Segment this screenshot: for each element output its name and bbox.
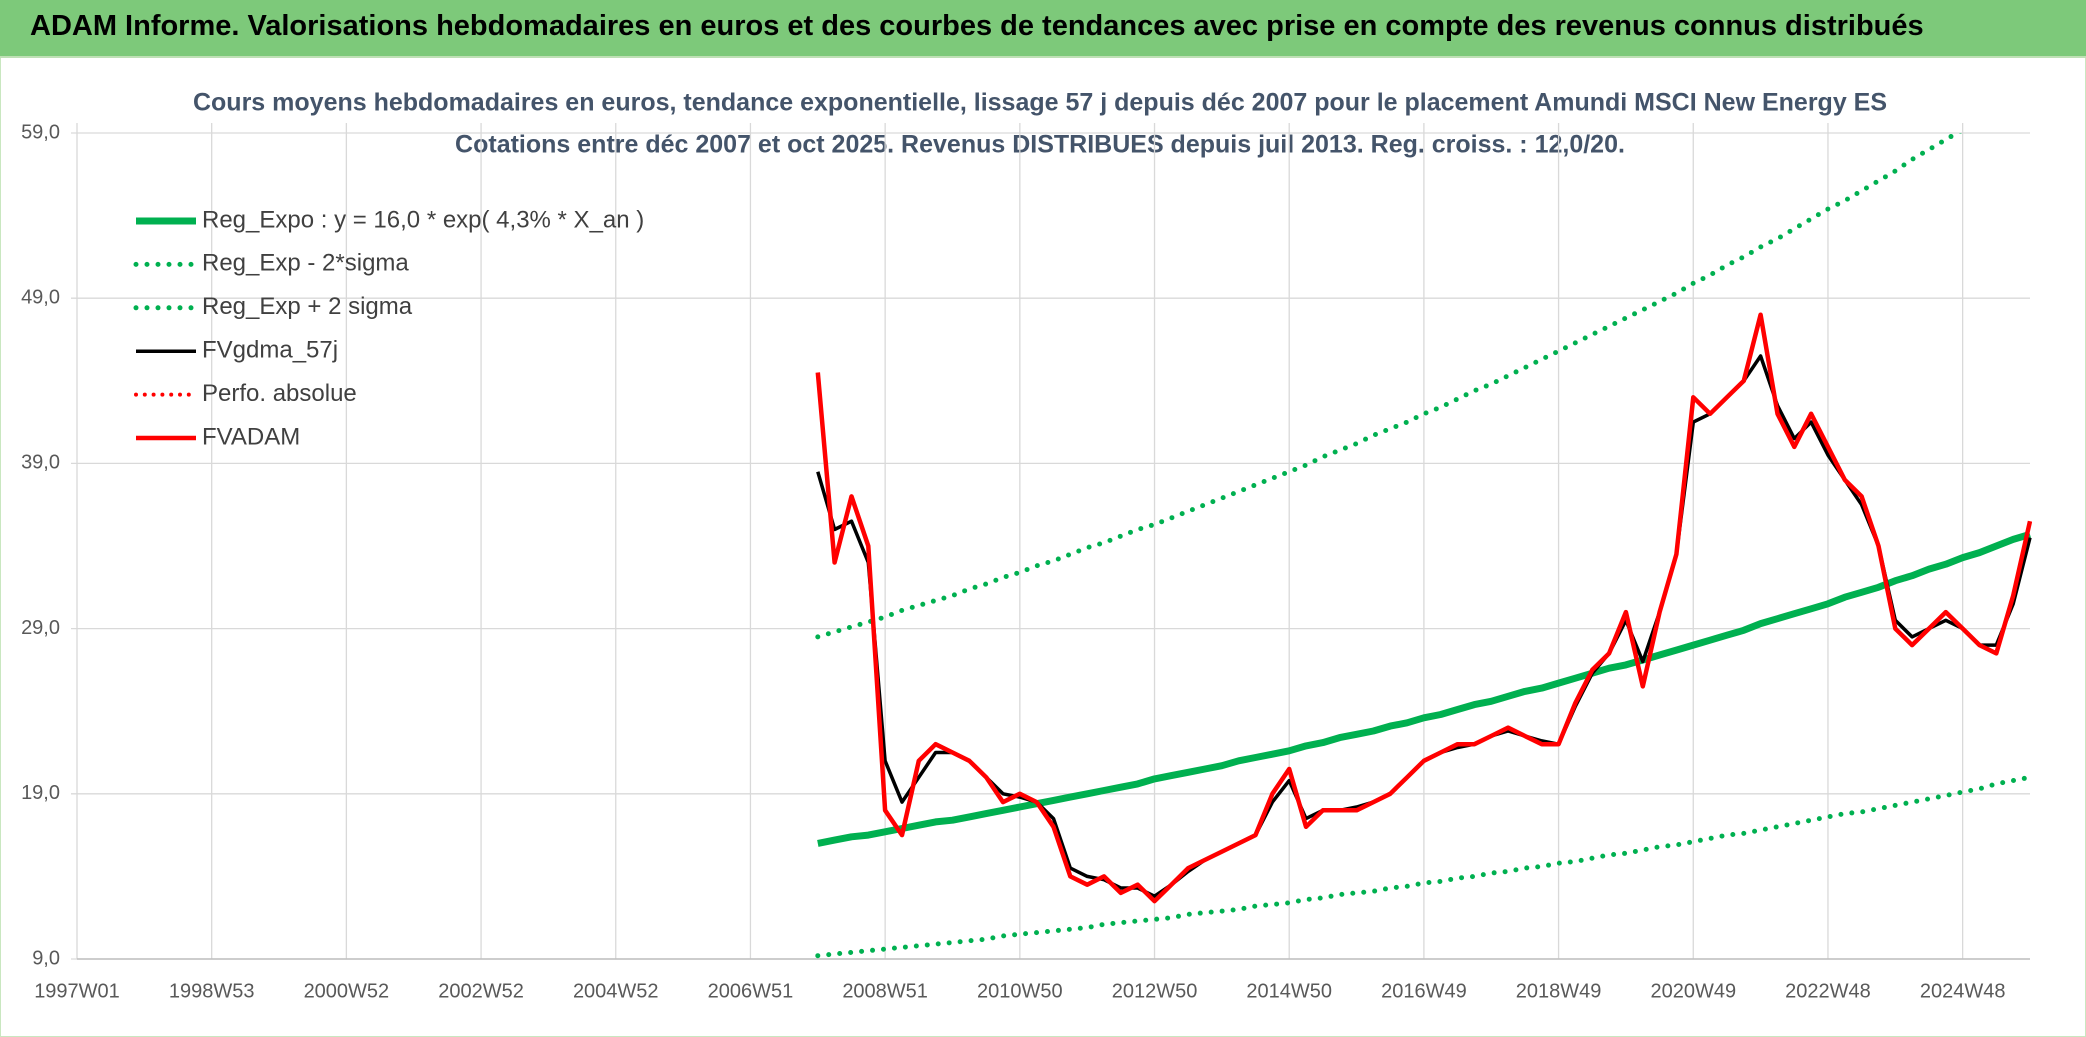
x-tick-label: 2010W50: [977, 980, 1063, 1002]
chart-subtitle: Cotations entre déc 2007 et oct 2025. Re…: [455, 131, 1625, 159]
x-tick-label: 2014W50: [1246, 980, 1332, 1002]
legend-label: Perfo. absolue: [202, 380, 357, 407]
series-line: [817, 531, 2031, 847]
x-tick-label: 2008W51: [842, 980, 928, 1002]
legend-label: FVgdma_57j: [202, 337, 338, 364]
y-tick-label: 59,0: [21, 121, 60, 143]
legend-label: Reg_Exp - 2*sigma: [202, 250, 409, 277]
x-tick-label: 2012W50: [1112, 980, 1198, 1002]
x-tick-label: 1997W01: [34, 980, 120, 1002]
x-tick-label: 2018W49: [1516, 980, 1602, 1002]
x-tick-label: 2024W48: [1920, 980, 2006, 1002]
x-tick-label: 1998W53: [169, 980, 255, 1002]
y-tick-label: 9,0: [32, 947, 60, 969]
x-tick-label: 2020W49: [1650, 980, 1736, 1002]
legend-label: Reg_Expo : y = 16,0 * exp( 4,3% * X_an ): [202, 206, 644, 233]
x-tick-label: 2006W51: [708, 980, 794, 1002]
series-line: [815, 312, 2032, 904]
header-bar: ADAM Informe. Valorisations hebdomadaire…: [0, 0, 2086, 58]
legend-label: Reg_Exp + 2 sigma: [202, 293, 413, 320]
series-line: [815, 774, 2032, 959]
x-tick-label: 2000W52: [304, 980, 390, 1002]
legend-label: FVADAM: [202, 423, 300, 450]
x-tick-label: 2022W48: [1785, 980, 1871, 1002]
header-title: ADAM Informe. Valorisations hebdomadaire…: [30, 10, 1924, 42]
y-tick-label: 39,0: [21, 452, 60, 474]
y-tick-label: 19,0: [21, 782, 60, 804]
series-line: [815, 133, 1963, 640]
x-tick-label: 2004W52: [573, 980, 659, 1002]
y-tick-label: 29,0: [21, 617, 60, 639]
y-tick-label: 49,0: [21, 286, 60, 308]
chart-title: Cours moyens hebdomadaires en euros, ten…: [193, 89, 1887, 117]
x-tick-label: 2016W49: [1381, 980, 1467, 1002]
plot-area: [815, 133, 2032, 959]
x-tick-label: 2002W52: [438, 980, 524, 1002]
